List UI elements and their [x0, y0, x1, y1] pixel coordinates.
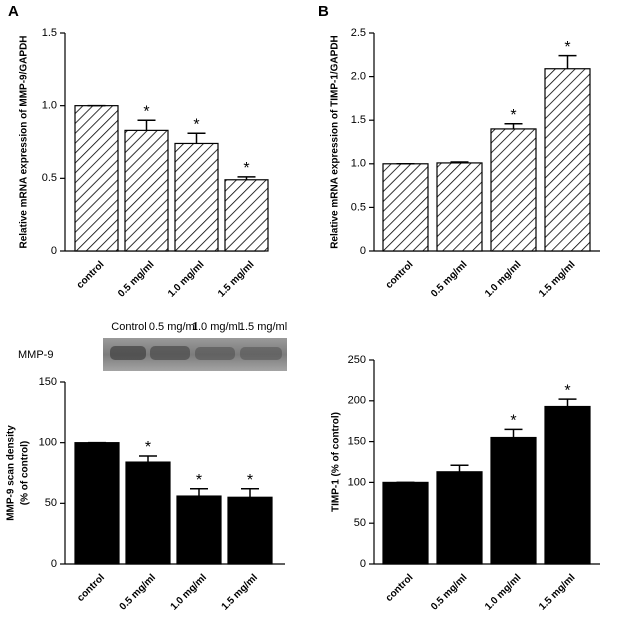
- y-tick-label: 50: [354, 517, 366, 529]
- x-tick-label: 1.0 mg/ml: [166, 259, 207, 300]
- y-tick-label: 1.0: [42, 100, 57, 112]
- y-tick-label: 0.5: [351, 201, 366, 213]
- x-tick-label: 1.0 mg/ml: [483, 259, 524, 300]
- gel-lane-label: Control: [111, 321, 146, 333]
- bar: [382, 163, 429, 252]
- significance-mark: *: [510, 107, 516, 124]
- significance-mark: *: [196, 472, 202, 489]
- significance-mark: *: [247, 472, 253, 489]
- x-tick-label: 0.5 mg/ml: [429, 259, 470, 300]
- x-tick-label: control: [75, 572, 107, 604]
- x-tick-label: 1.5 mg/ml: [216, 259, 257, 300]
- y-tick-label: 50: [45, 497, 57, 509]
- x-tick-label: 1.5 mg/ml: [220, 572, 261, 613]
- bar: [74, 442, 120, 565]
- bar: [125, 461, 171, 565]
- x-tick-label: 1.5 mg/ml: [537, 259, 578, 300]
- y-tick-label: 0: [360, 558, 366, 570]
- x-tick-label: 0.5 mg/ml: [429, 572, 470, 613]
- bar: [544, 405, 591, 565]
- y-tick-label: 150: [39, 376, 57, 388]
- y-tick-label: 0: [51, 245, 57, 257]
- gel-lane-label: 1.0 mg/ml: [192, 321, 240, 333]
- y-tick-label: 150: [348, 436, 366, 448]
- y-axis-label: (% of control): [20, 441, 31, 505]
- bar: [124, 129, 169, 252]
- y-axis-label: Relative mRNA expression of TIMP-1/GAPDH: [330, 35, 341, 249]
- significance-mark: *: [564, 382, 570, 399]
- y-tick-label: 1.0: [351, 158, 366, 170]
- x-tick-label: control: [384, 259, 416, 291]
- bar: [382, 481, 429, 565]
- y-tick-label: 0.5: [42, 172, 57, 184]
- x-tick-label: 1.0 mg/ml: [483, 572, 524, 613]
- y-tick-label: 100: [39, 437, 57, 449]
- y-axis-label: MMP-9 scan density: [6, 425, 17, 521]
- x-tick-label: control: [384, 572, 416, 604]
- bar: [176, 495, 222, 565]
- significance-mark: *: [145, 439, 151, 456]
- y-tick-label: 0: [51, 558, 57, 570]
- y-tick-label: 2.0: [351, 71, 366, 83]
- y-tick-label: 0: [360, 245, 366, 257]
- panel-label: B: [318, 3, 329, 20]
- gel-lane-label: 0.5 mg/ml: [149, 321, 197, 333]
- y-tick-label: 2.5: [351, 27, 366, 39]
- bar: [436, 471, 483, 565]
- bar: [436, 162, 483, 252]
- significance-mark: *: [564, 39, 570, 56]
- y-axis-label: TIMP-1 (% of control): [331, 412, 342, 512]
- bar: [544, 68, 591, 252]
- x-tick-label: 1.5 mg/ml: [537, 572, 578, 613]
- y-axis-label: Relative mRNA expression of MMP-9/GAPDH: [19, 35, 30, 248]
- bar: [74, 105, 119, 252]
- significance-mark: *: [193, 116, 199, 133]
- y-tick-label: 1.5: [42, 27, 57, 39]
- gel-label: MMP-9: [18, 349, 53, 361]
- y-tick-label: 1.5: [351, 114, 366, 126]
- bar: [490, 436, 537, 565]
- y-tick-label: 200: [348, 395, 366, 407]
- x-tick-label: control: [75, 259, 107, 291]
- x-tick-label: 1.0 mg/ml: [169, 572, 210, 613]
- y-tick-label: 100: [348, 476, 366, 488]
- y-tick-label: 250: [348, 354, 366, 366]
- gel-lane-label: 1.5 mg/ml: [239, 321, 287, 333]
- bar: [490, 128, 537, 252]
- gel-image: [103, 338, 287, 371]
- x-tick-label: 0.5 mg/ml: [116, 259, 157, 300]
- significance-mark: *: [143, 103, 149, 120]
- panel-label: A: [8, 3, 19, 20]
- bar: [224, 179, 269, 252]
- significance-mark: *: [510, 413, 516, 430]
- bar: [227, 496, 273, 565]
- significance-mark: *: [243, 160, 249, 177]
- bar: [174, 142, 219, 252]
- x-tick-label: 0.5 mg/ml: [118, 572, 159, 613]
